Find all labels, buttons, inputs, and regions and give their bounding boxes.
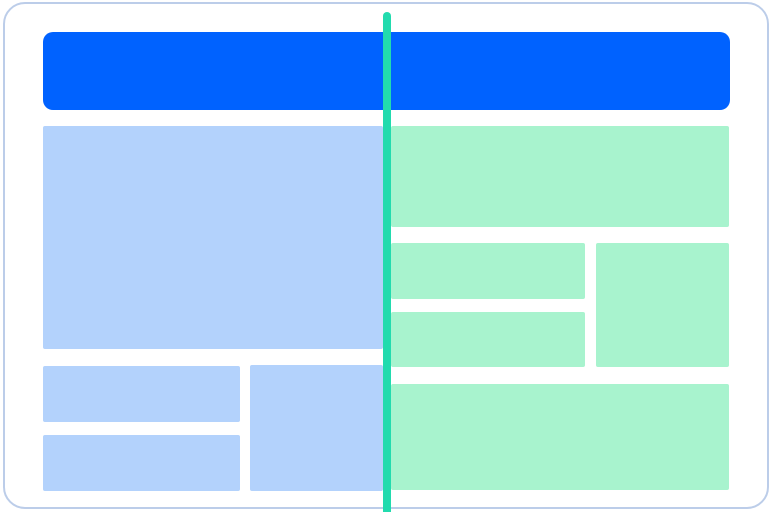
comparison-divider-handle[interactable] bbox=[383, 12, 391, 512]
left-row-bottom-block bbox=[43, 435, 240, 491]
right-card-bottom-block bbox=[391, 312, 585, 367]
right-side-block bbox=[596, 243, 729, 367]
left-row-top-block bbox=[43, 366, 240, 422]
left-hero-block bbox=[43, 126, 383, 349]
right-banner-block bbox=[391, 126, 729, 227]
right-footer-block bbox=[391, 384, 729, 490]
left-side-block bbox=[250, 365, 383, 491]
right-card-top-block bbox=[391, 243, 585, 299]
